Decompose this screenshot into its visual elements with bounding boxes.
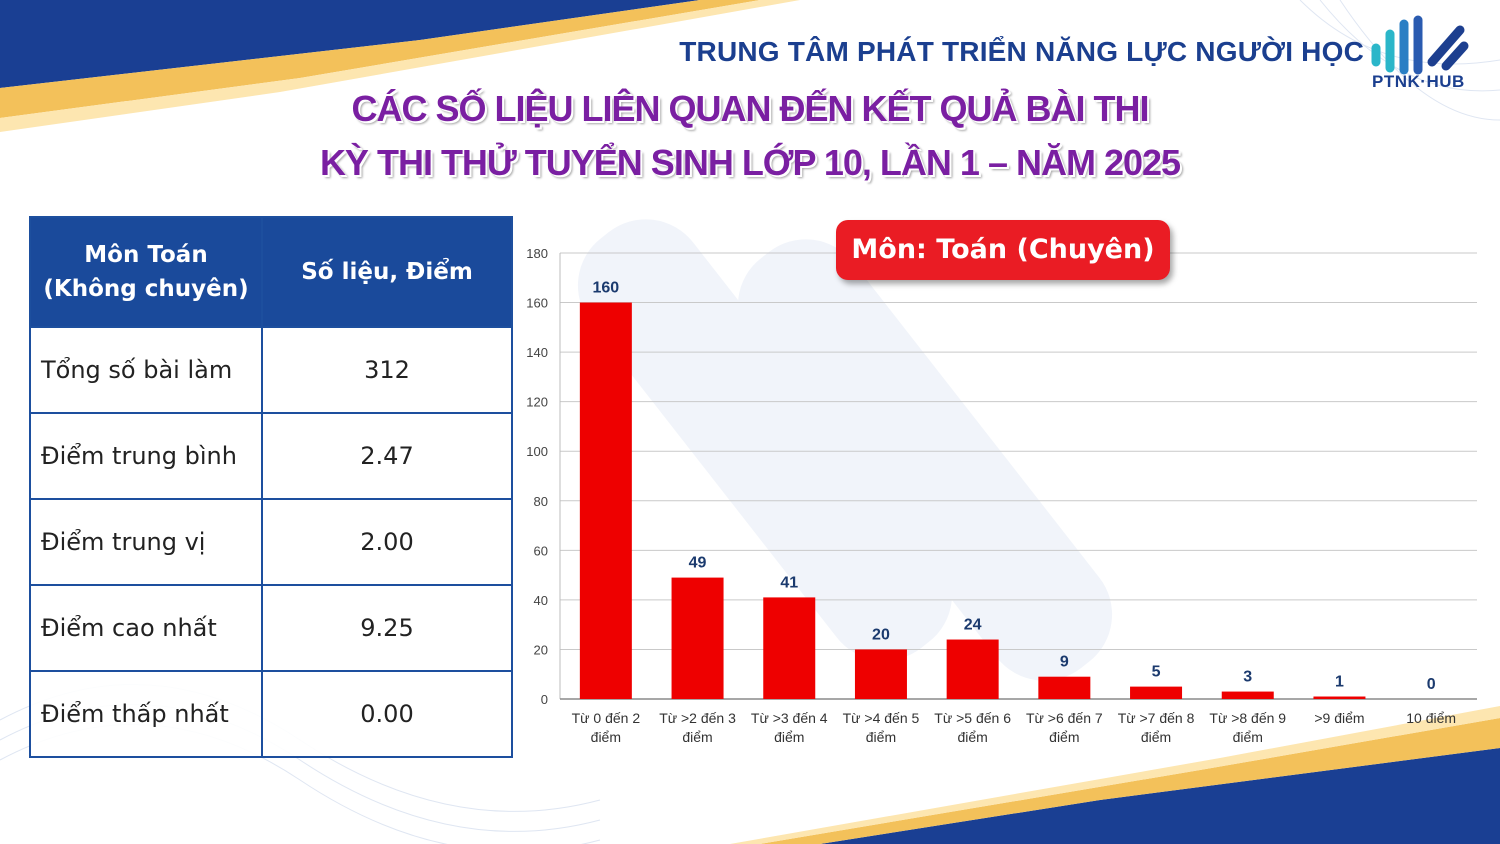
header-subject-line1: Môn Toán	[84, 242, 208, 268]
organization-name: TRUNG TÂM PHÁT TRIỂN NĂNG LỰC NGƯỜI HỌC	[679, 36, 1364, 67]
bar	[946, 639, 999, 699]
y-tick-label: 40	[534, 593, 548, 608]
bar	[763, 597, 816, 699]
x-tick-label: Từ >3 đến 4	[751, 710, 828, 726]
x-tick-label: Từ 0 đến 2	[572, 710, 641, 726]
row-label: Tổng số bài làm	[29, 326, 263, 414]
header-subject: Môn Toán (Không chuyên)	[29, 216, 263, 328]
bar-value-label: 3	[1243, 669, 1252, 686]
x-tick-label: 10 điểm	[1406, 710, 1456, 726]
row-value: 2.47	[261, 412, 513, 500]
table-row: Tổng số bài làm 312	[29, 326, 513, 414]
stats-table: Môn Toán (Không chuyên) Số liệu, Điểm Tổ…	[29, 216, 513, 758]
bar	[1038, 676, 1091, 699]
page-title-line1: CÁC SỐ LIỆU LIÊN QUAN ĐẾN KẾT QUẢ BÀI TH…	[351, 88, 1149, 129]
bar-value-label: 160	[592, 280, 619, 297]
page-title-line2: KỲ THI THỬ TUYỂN SINH LỚP 10, LẦN 1 – NĂ…	[319, 142, 1181, 183]
x-tick-label: điểm	[1233, 729, 1263, 745]
y-tick-label: 0	[541, 692, 548, 707]
y-tick-label: 60	[534, 543, 548, 558]
logo-text: PTNK·HUB	[1372, 72, 1465, 91]
x-tick-label: Từ >6 đến 7	[1026, 710, 1103, 726]
bar-value-label: 9	[1060, 654, 1069, 671]
row-label: Điểm trung bình	[29, 412, 263, 500]
x-tick-label: điểm	[774, 729, 804, 745]
stats-table-header: Môn Toán (Không chuyên) Số liệu, Điểm	[29, 216, 513, 328]
y-tick-label: 120	[526, 395, 548, 410]
bar-value-label: 1	[1335, 674, 1344, 691]
bar	[1221, 691, 1274, 699]
row-value: 0.00	[261, 670, 513, 758]
bar-value-label: 20	[872, 626, 890, 643]
bar	[579, 302, 632, 699]
row-value: 312	[261, 326, 513, 414]
y-tick-label: 100	[526, 444, 548, 459]
row-value: 9.25	[261, 584, 513, 672]
table-row: Điểm thấp nhất 0.00	[29, 670, 513, 758]
x-tick-label: Từ >5 đến 6	[934, 710, 1011, 726]
row-label: Điểm cao nhất	[29, 584, 263, 672]
row-value: 2.00	[261, 498, 513, 586]
bar-value-label: 5	[1152, 664, 1161, 681]
bar-value-label: 0	[1427, 676, 1436, 693]
x-tick-label: điểm	[682, 729, 712, 745]
y-tick-label: 80	[534, 494, 548, 509]
x-tick-label: điểm	[591, 729, 621, 745]
x-tick-label: Từ >4 đến 5	[843, 710, 920, 726]
row-label: Điểm thấp nhất	[29, 670, 263, 758]
y-tick-label: 180	[526, 246, 548, 261]
bar-value-label: 24	[964, 617, 982, 634]
header-subject-line2: (Không chuyên)	[43, 276, 249, 302]
x-tick-label: >9 điểm	[1314, 710, 1364, 726]
x-tick-label: điểm	[1049, 729, 1079, 745]
y-tick-label: 160	[526, 296, 548, 311]
table-row: Điểm trung vị 2.00	[29, 498, 513, 586]
row-label: Điểm trung vị	[29, 498, 263, 586]
bar	[671, 577, 724, 699]
header-values: Số liệu, Điểm	[261, 216, 513, 328]
x-tick-label: Từ >7 đến 8	[1118, 710, 1195, 726]
bar	[854, 649, 907, 699]
bar-value-label: 49	[689, 555, 707, 572]
x-tick-label: Từ >2 đến 3	[659, 710, 736, 726]
bar-value-label: 41	[780, 574, 798, 591]
y-tick-label: 140	[526, 345, 548, 360]
x-tick-label: điểm	[866, 729, 896, 745]
x-tick-label: điểm	[957, 729, 987, 745]
chart-title-badge: Môn: Toán (Chuyên)	[836, 220, 1170, 280]
table-row: Điểm cao nhất 9.25	[29, 584, 513, 672]
bar	[1313, 696, 1366, 699]
x-tick-label: Từ >8 đến 9	[1209, 710, 1286, 726]
x-tick-label: điểm	[1141, 729, 1171, 745]
bar	[1130, 686, 1183, 699]
ptnk-hub-logo	[1371, 15, 1469, 75]
y-tick-label: 20	[534, 642, 548, 657]
table-row: Điểm trung bình 2.47	[29, 412, 513, 500]
